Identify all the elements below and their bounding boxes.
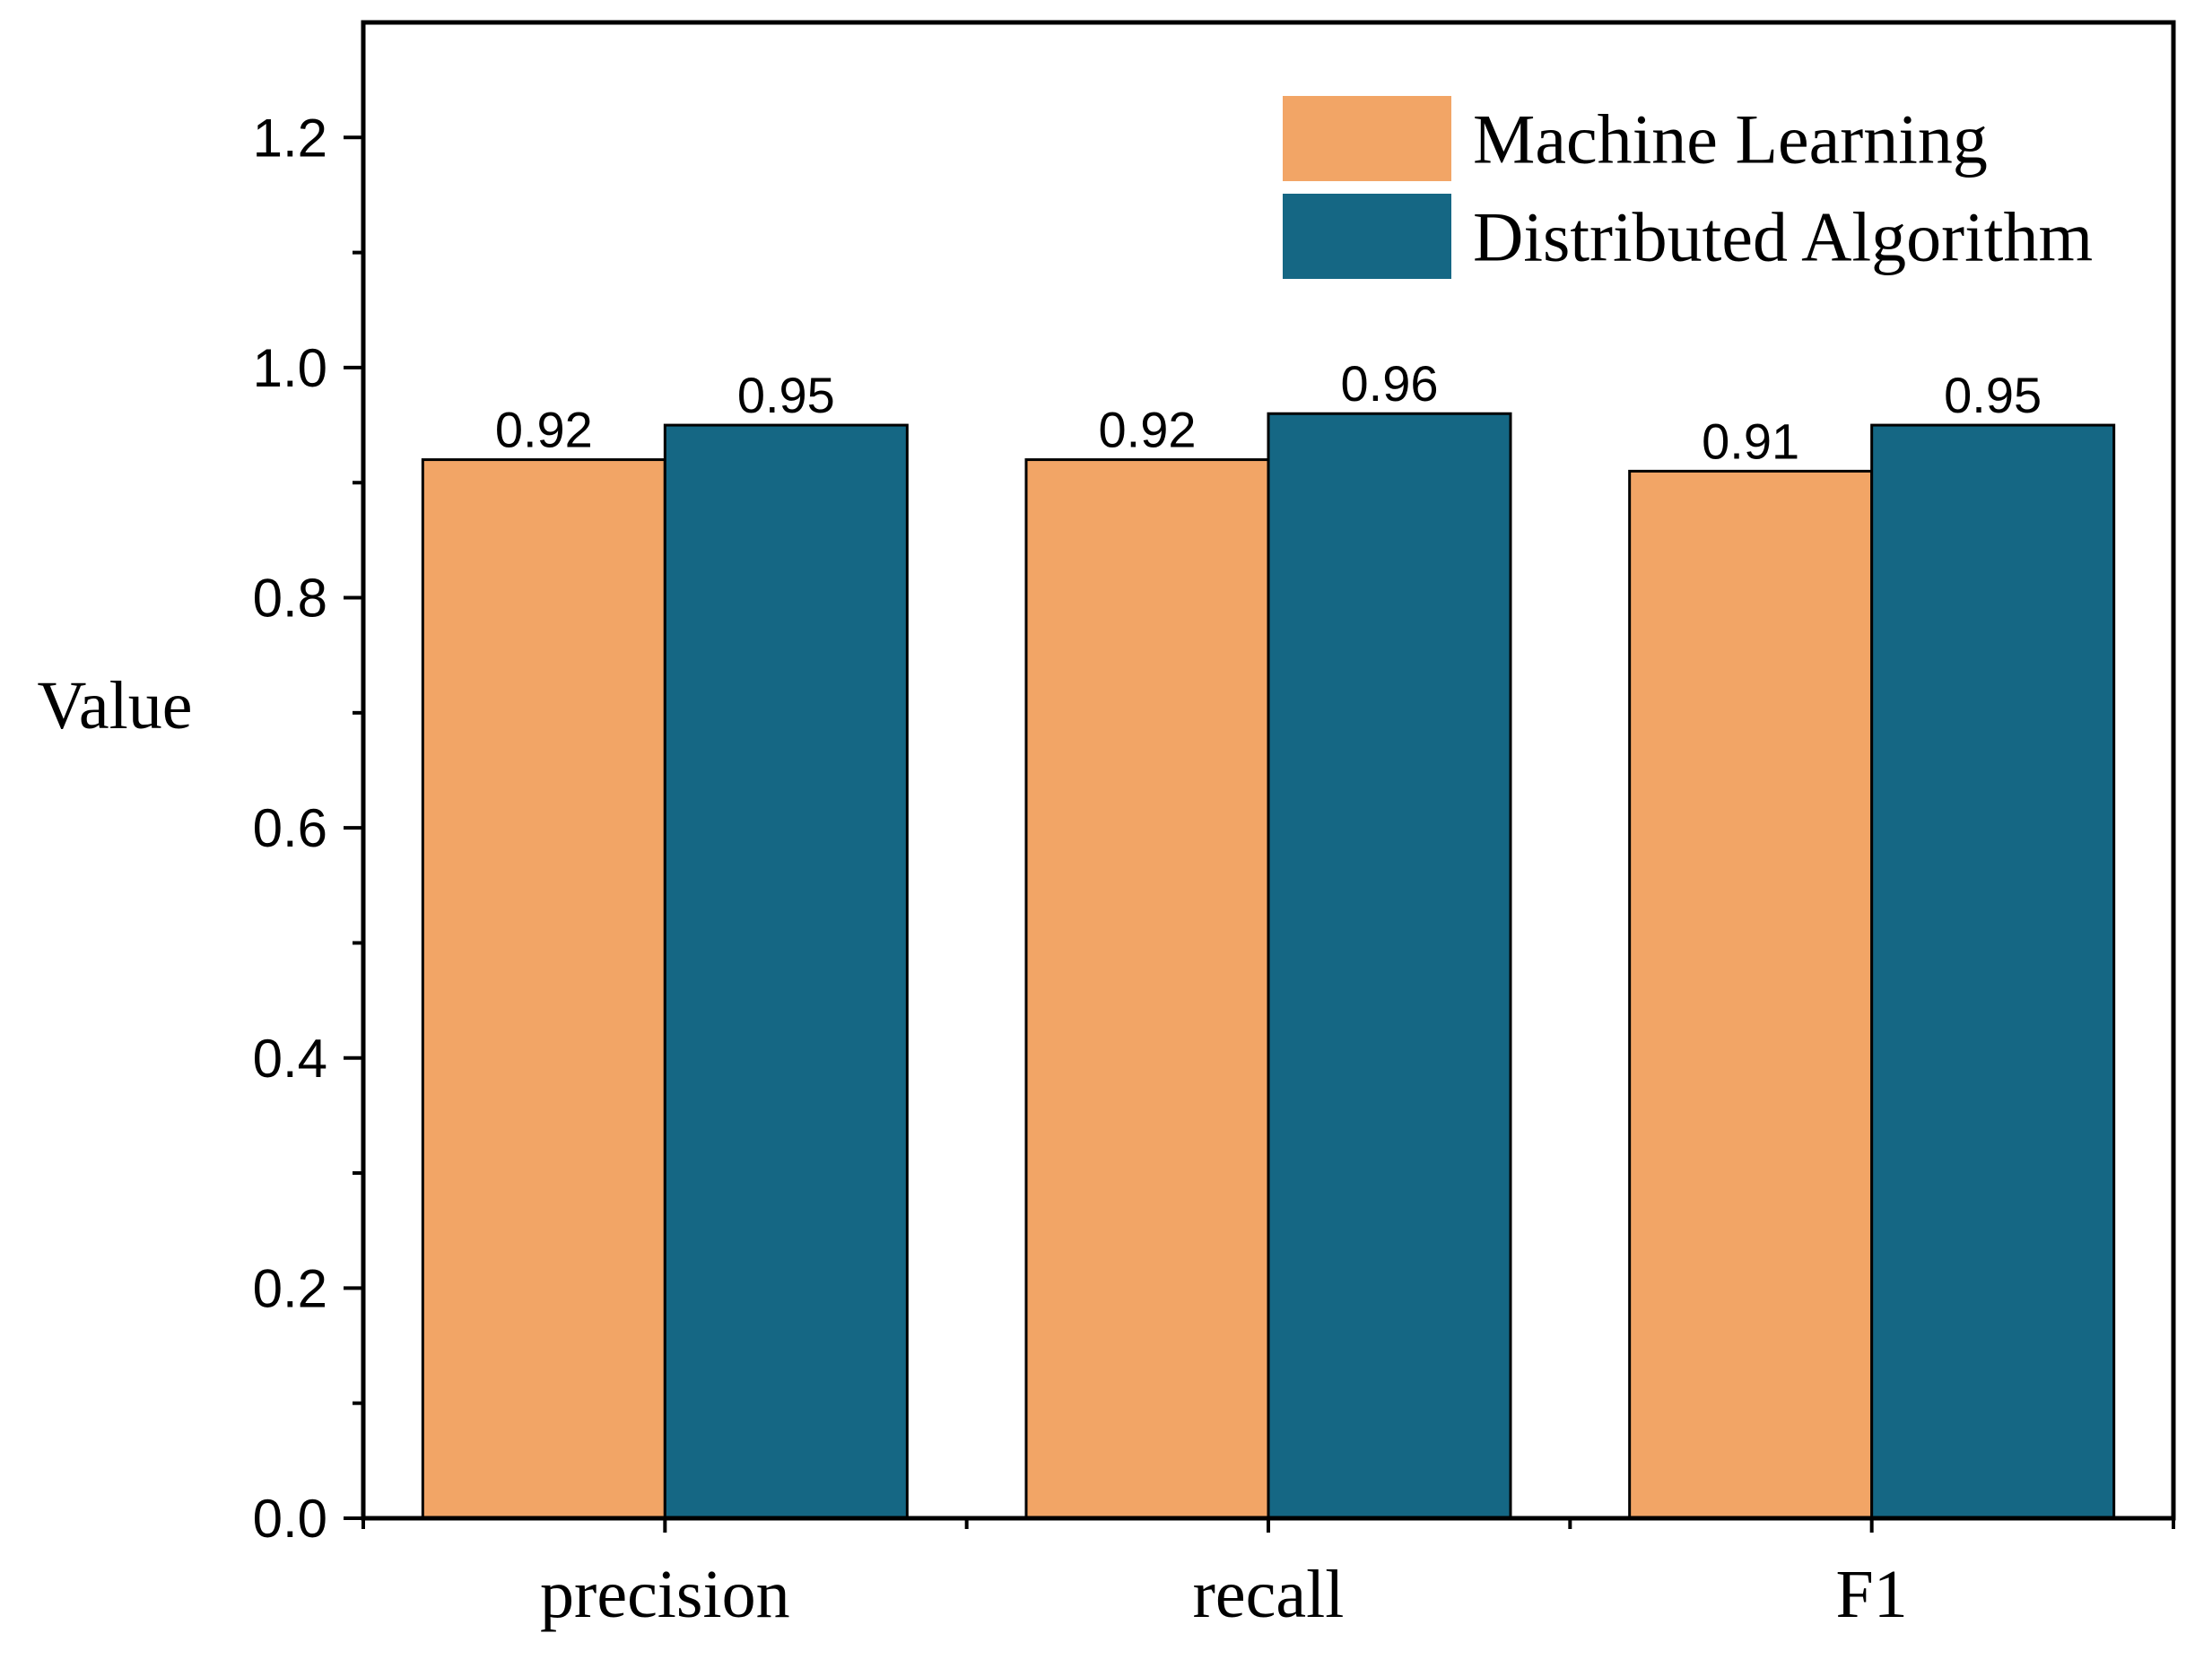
axis-ticks: precision recall F1 0.0 0.2 0.4 0.6 0.8 1.0 1.2: [253, 108, 2175, 1632]
y-tick-label: 1.0: [253, 338, 327, 398]
x-tick-label: precision: [540, 1557, 790, 1632]
legend-label-0: Machine Learning: [1473, 100, 1988, 178]
bar-distributed-algorithm-recall: [1267, 412, 1512, 1520]
y-tick-label: 0.0: [253, 1489, 327, 1549]
bar-distributed-algorithm-f1: [1870, 423, 2116, 1520]
y-tick-label: 0.4: [253, 1029, 327, 1089]
bar-machine-learning-precision: [421, 458, 666, 1520]
y-tick-label: 1.2: [253, 108, 327, 168]
legend-label-1: Distributed Algorithm: [1473, 198, 2093, 276]
data-label: 0.92: [1099, 402, 1197, 458]
bars-layer: [421, 412, 2116, 1520]
data-label: 0.95: [1944, 367, 2042, 423]
legend-swatch-0: [1283, 96, 1451, 181]
data-label: 0.91: [1702, 413, 1799, 469]
y-tick-label: 0.2: [253, 1258, 327, 1318]
x-tick-label: F1: [1836, 1557, 1908, 1632]
bar-distributed-algorithm-precision: [663, 423, 909, 1520]
data-labels: 0.92 0.95 0.92 0.96 0.91 0.95: [495, 355, 2042, 469]
bar-machine-learning-recall: [1024, 458, 1270, 1520]
y-tick-label: 0.8: [253, 569, 327, 629]
data-label: 0.96: [1341, 355, 1439, 412]
legend: Machine Learning Distributed Algorithm: [1283, 96, 2093, 279]
x-tick-label: recall: [1193, 1557, 1345, 1632]
data-label: 0.95: [737, 367, 835, 423]
y-tick-label: 0.6: [253, 798, 327, 858]
y-axis-label: Value: [37, 668, 192, 743]
data-label: 0.92: [495, 402, 593, 458]
bar-machine-learning-f1: [1628, 469, 1874, 1520]
legend-swatch-1: [1283, 194, 1451, 279]
